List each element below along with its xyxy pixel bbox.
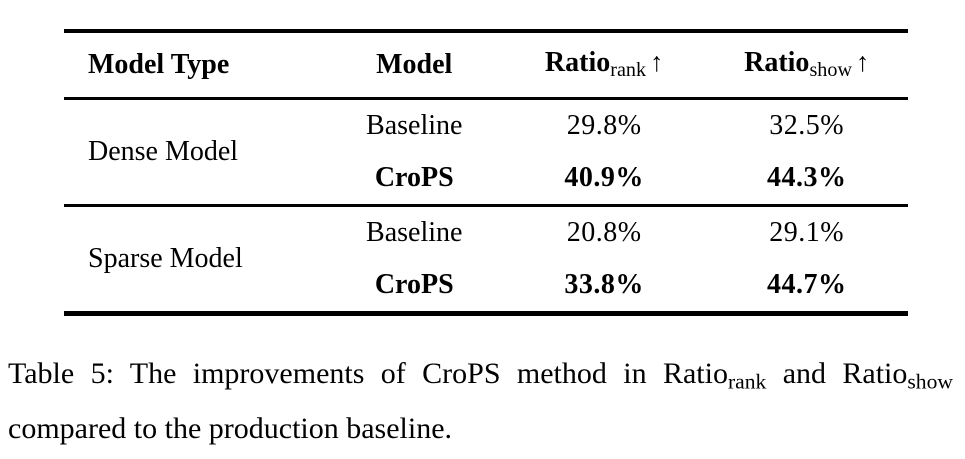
cell-model: Baseline xyxy=(366,217,463,248)
cell-model-type: Dense Model xyxy=(88,136,239,167)
table-row: Dense Model Baseline 29.8% 32.5% xyxy=(64,99,908,166)
table-group-sparse: Sparse Model Baseline 20.8% 29.1% CroPS … xyxy=(64,206,908,314)
cell-ratio-rank: 33.8% xyxy=(564,269,644,300)
cell-ratio-show: 44.7% xyxy=(766,269,847,300)
cell-model-type: Sparse Model xyxy=(88,243,243,274)
header-model: Model xyxy=(376,49,453,80)
cell-model: CroPS xyxy=(374,162,454,193)
cell-ratio-show: 29.1% xyxy=(769,217,845,248)
cell-ratio-rank: 20.8% xyxy=(566,217,642,248)
cell-ratio-show: 32.5% xyxy=(769,110,845,141)
up-arrow-icon: ↑ xyxy=(650,47,664,78)
cell-ratio-rank: 29.8% xyxy=(566,110,642,141)
caption-text: and Ratio xyxy=(766,357,908,390)
header-ratio-rank-base: Ratio xyxy=(544,47,611,79)
caption-text: Table 5: The improvements of CroPS metho… xyxy=(8,357,728,390)
header-ratio-show-subscript: show xyxy=(809,59,852,82)
table-group-dense: Dense Model Baseline 29.8% 32.5% CroPS 4… xyxy=(64,99,908,206)
caption-subscript-rank: rank xyxy=(727,369,767,394)
table-row: CroPS 33.8% 44.7% xyxy=(64,259,908,314)
table-header-row: Model Type Model Ratiorank ↑ Ratioshow ↑ xyxy=(64,31,908,99)
cell-model: Baseline xyxy=(366,110,463,141)
caption-subscript-show: show xyxy=(907,369,953,394)
table-row: CroPS 40.9% 44.3% xyxy=(64,152,908,206)
results-table: Model Type Model Ratiorank ↑ Ratioshow ↑ D… xyxy=(64,29,908,316)
cell-ratio-show: 44.3% xyxy=(766,162,847,193)
cell-model: CroPS xyxy=(374,269,454,300)
header-ratio-rank-subscript: rank xyxy=(610,59,647,82)
table-row: Sparse Model Baseline 20.8% 29.1% xyxy=(64,206,908,273)
header-ratio-show: Ratioshow ↑ xyxy=(705,31,908,99)
header-ratio-show-base: Ratio xyxy=(744,47,810,79)
header-ratio-rank: Ratiorank ↑ xyxy=(503,31,706,99)
up-arrow-icon: ↑ xyxy=(856,47,870,78)
header-model-type: Model Type xyxy=(88,49,230,80)
table-caption: Table 5: The improvements of CroPS metho… xyxy=(8,350,953,453)
caption-text: compared to the production baseline. xyxy=(8,412,453,446)
cell-ratio-rank: 40.9% xyxy=(564,162,644,193)
